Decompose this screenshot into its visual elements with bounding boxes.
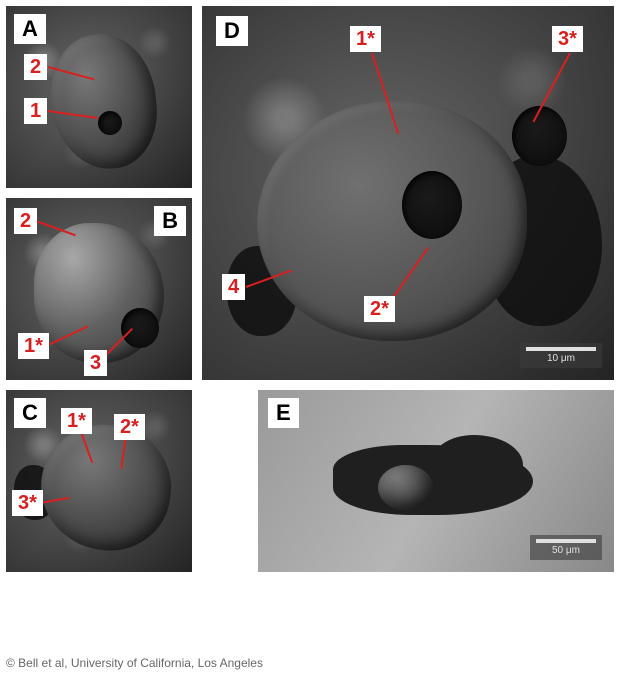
marker-b-3: 3 [84,350,107,376]
pit-b [121,308,159,348]
panel-label-d: D [216,16,248,46]
pit-d-right [512,106,567,166]
marker-d-2star: 2* [364,296,395,322]
marker-c-3star: 3* [12,490,43,516]
zircon-grain-e [378,465,433,510]
figure-container: A 2 1 B 2 1* 3 C 1* 2* 3* [0,0,624,646]
scalebar-e: 50 μm [530,535,602,560]
marker-b-1star: 1* [18,333,49,359]
pit-d-center [402,171,462,239]
marker-a-1: 1 [24,98,47,124]
panel-label-e: E [268,398,299,428]
scalebar-d: 10 μm [520,343,602,368]
pit-a [98,111,122,135]
marker-d-3star: 3* [552,26,583,52]
panel-a: A 2 1 [6,6,192,188]
panel-d: D 1* 3* 2* 4 10 μm [202,6,614,380]
panel-e: E 50 μm [258,390,614,572]
scalebar-line-e [536,539,596,543]
credit-text: © Bell et al, University of California, … [6,656,263,670]
marker-d-1star: 1* [350,26,381,52]
panel-label-a: A [14,14,46,44]
marker-d-4: 4 [222,274,245,300]
marker-c-1star: 1* [61,408,92,434]
panel-label-b: B [154,206,186,236]
marker-a-2: 2 [24,54,47,80]
scalebar-line-d [526,347,596,351]
panel-c: C 1* 2* 3* [6,390,192,572]
scalebar-text-e: 50 μm [552,545,580,556]
panel-b: B 2 1* 3 [6,198,192,380]
scalebar-text-d: 10 μm [547,353,575,364]
marker-b-2: 2 [14,208,37,234]
panel-label-c: C [14,398,46,428]
marker-c-2star: 2* [114,414,145,440]
